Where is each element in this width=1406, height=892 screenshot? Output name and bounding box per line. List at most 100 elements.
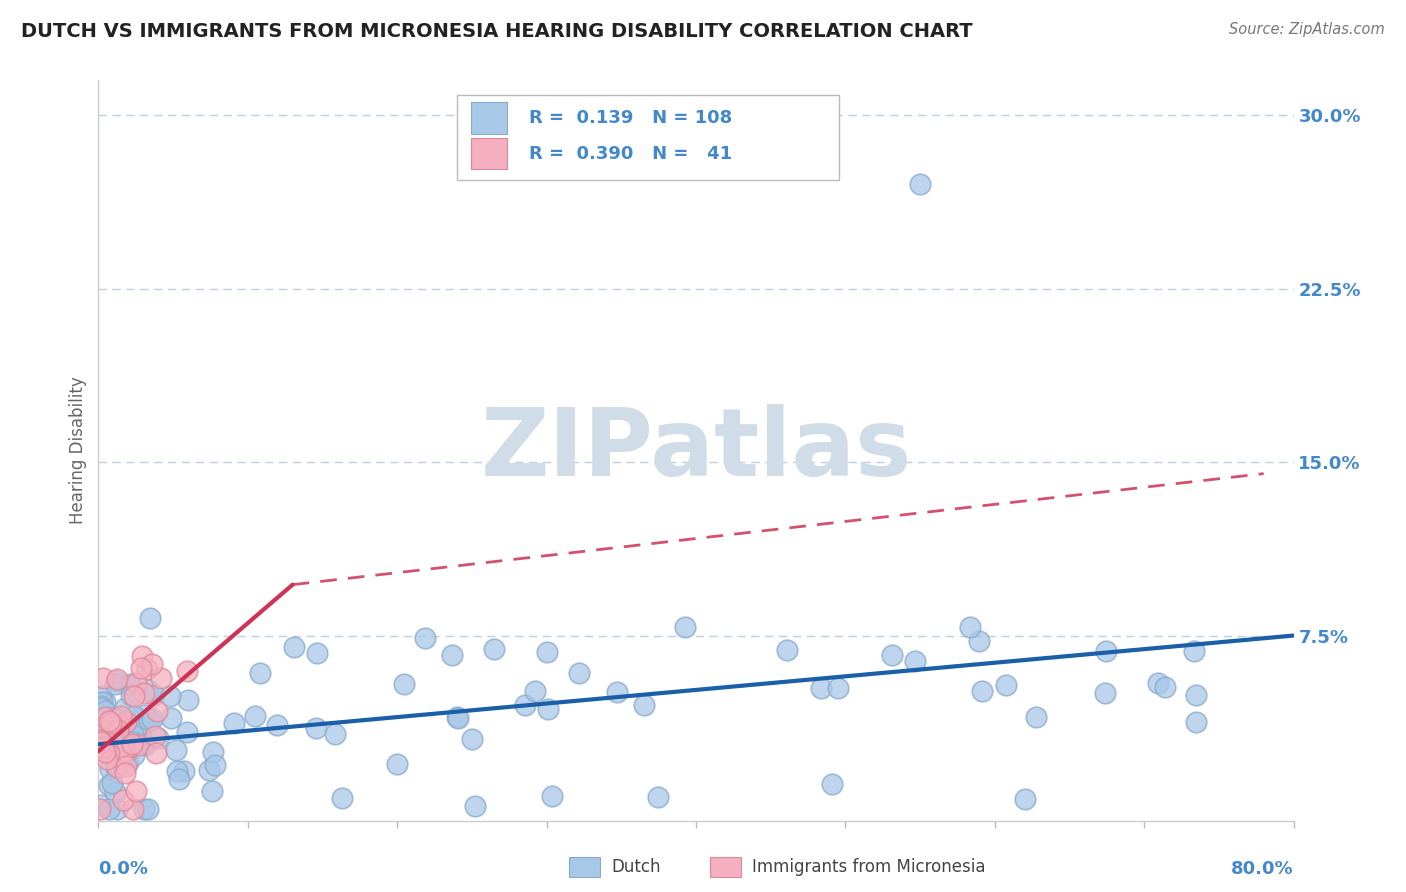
- Point: [90, 690, 112, 704]
- Point: [90, 695, 112, 709]
- Point: [1094, 686, 1116, 700]
- Point: [136, 682, 159, 697]
- Point: [120, 689, 142, 703]
- Point: [447, 711, 470, 725]
- Point: [124, 734, 146, 748]
- Point: [173, 764, 195, 778]
- Text: Source: ZipAtlas.com: Source: ZipAtlas.com: [1229, 22, 1385, 37]
- Point: [1184, 644, 1206, 658]
- Point: [959, 619, 981, 633]
- Point: [197, 763, 219, 777]
- Point: [89, 802, 111, 816]
- Point: [91, 671, 114, 685]
- Point: [141, 713, 163, 727]
- Point: [1147, 676, 1170, 690]
- Point: [249, 665, 271, 680]
- Text: DUTCH VS IMMIGRANTS FROM MICRONESIA HEARING DISABILITY CORRELATION CHART: DUTCH VS IMMIGRANTS FROM MICRONESIA HEAR…: [21, 22, 973, 41]
- Point: [108, 736, 131, 750]
- Point: [827, 681, 849, 695]
- Point: [143, 730, 166, 744]
- Point: [266, 718, 288, 732]
- Point: [124, 675, 146, 690]
- Point: [122, 709, 145, 723]
- Point: [129, 727, 152, 741]
- Point: [461, 732, 484, 747]
- Point: [122, 747, 145, 762]
- Point: [523, 684, 546, 698]
- Point: [94, 695, 117, 709]
- Point: [98, 721, 121, 735]
- Point: [1014, 792, 1036, 806]
- Point: [200, 784, 222, 798]
- Point: [904, 654, 927, 668]
- Point: [283, 640, 305, 655]
- Text: Dutch: Dutch: [612, 858, 661, 876]
- Text: R =  0.390   N =   41: R = 0.390 N = 41: [529, 145, 731, 162]
- Point: [177, 692, 200, 706]
- Point: [513, 698, 536, 712]
- Point: [117, 755, 139, 769]
- Point: [101, 711, 124, 725]
- Point: [101, 776, 124, 790]
- Point: [112, 745, 135, 759]
- Point: [108, 718, 131, 732]
- Point: [118, 679, 141, 693]
- Point: [114, 743, 136, 757]
- Point: [148, 731, 170, 745]
- Point: [129, 661, 152, 675]
- FancyBboxPatch shape: [457, 95, 839, 180]
- Point: [166, 764, 188, 778]
- Point: [107, 723, 129, 737]
- Point: [105, 672, 128, 686]
- Point: [134, 737, 156, 751]
- Point: [104, 673, 127, 688]
- Point: [176, 665, 198, 679]
- Point: [821, 777, 844, 791]
- Point: [104, 785, 127, 799]
- Point: [98, 746, 121, 760]
- Point: [145, 704, 167, 718]
- Point: [104, 677, 127, 691]
- Point: [1184, 688, 1206, 702]
- Point: [304, 721, 326, 735]
- Point: [134, 715, 156, 730]
- Point: [121, 739, 143, 753]
- Point: [138, 713, 160, 727]
- Point: [122, 802, 145, 816]
- Point: [134, 685, 156, 699]
- Point: [201, 745, 224, 759]
- Text: R =  0.139   N = 108: R = 0.139 N = 108: [529, 109, 733, 127]
- Point: [222, 715, 245, 730]
- Point: [103, 737, 125, 751]
- Point: [98, 714, 121, 729]
- Point: [118, 676, 141, 690]
- Point: [134, 738, 156, 752]
- Point: [540, 789, 562, 804]
- Point: [136, 662, 159, 676]
- Point: [114, 766, 136, 780]
- Point: [97, 802, 120, 816]
- Point: [1154, 680, 1177, 694]
- Point: [108, 712, 131, 726]
- Point: [94, 704, 117, 718]
- Point: [96, 752, 118, 766]
- Point: [90, 797, 112, 812]
- Point: [142, 688, 165, 702]
- Point: [124, 689, 146, 703]
- Point: [139, 610, 162, 624]
- Point: [150, 672, 173, 686]
- Point: [159, 711, 181, 725]
- Point: [413, 631, 436, 645]
- Point: [105, 760, 128, 774]
- Point: [121, 728, 143, 742]
- Point: [98, 762, 121, 776]
- Point: [91, 739, 114, 754]
- FancyBboxPatch shape: [471, 103, 508, 134]
- Point: [145, 746, 167, 760]
- Point: [122, 735, 145, 749]
- Point: [464, 799, 486, 814]
- Point: [121, 738, 143, 752]
- Point: [93, 709, 115, 723]
- Point: [633, 698, 655, 713]
- Point: [673, 620, 696, 634]
